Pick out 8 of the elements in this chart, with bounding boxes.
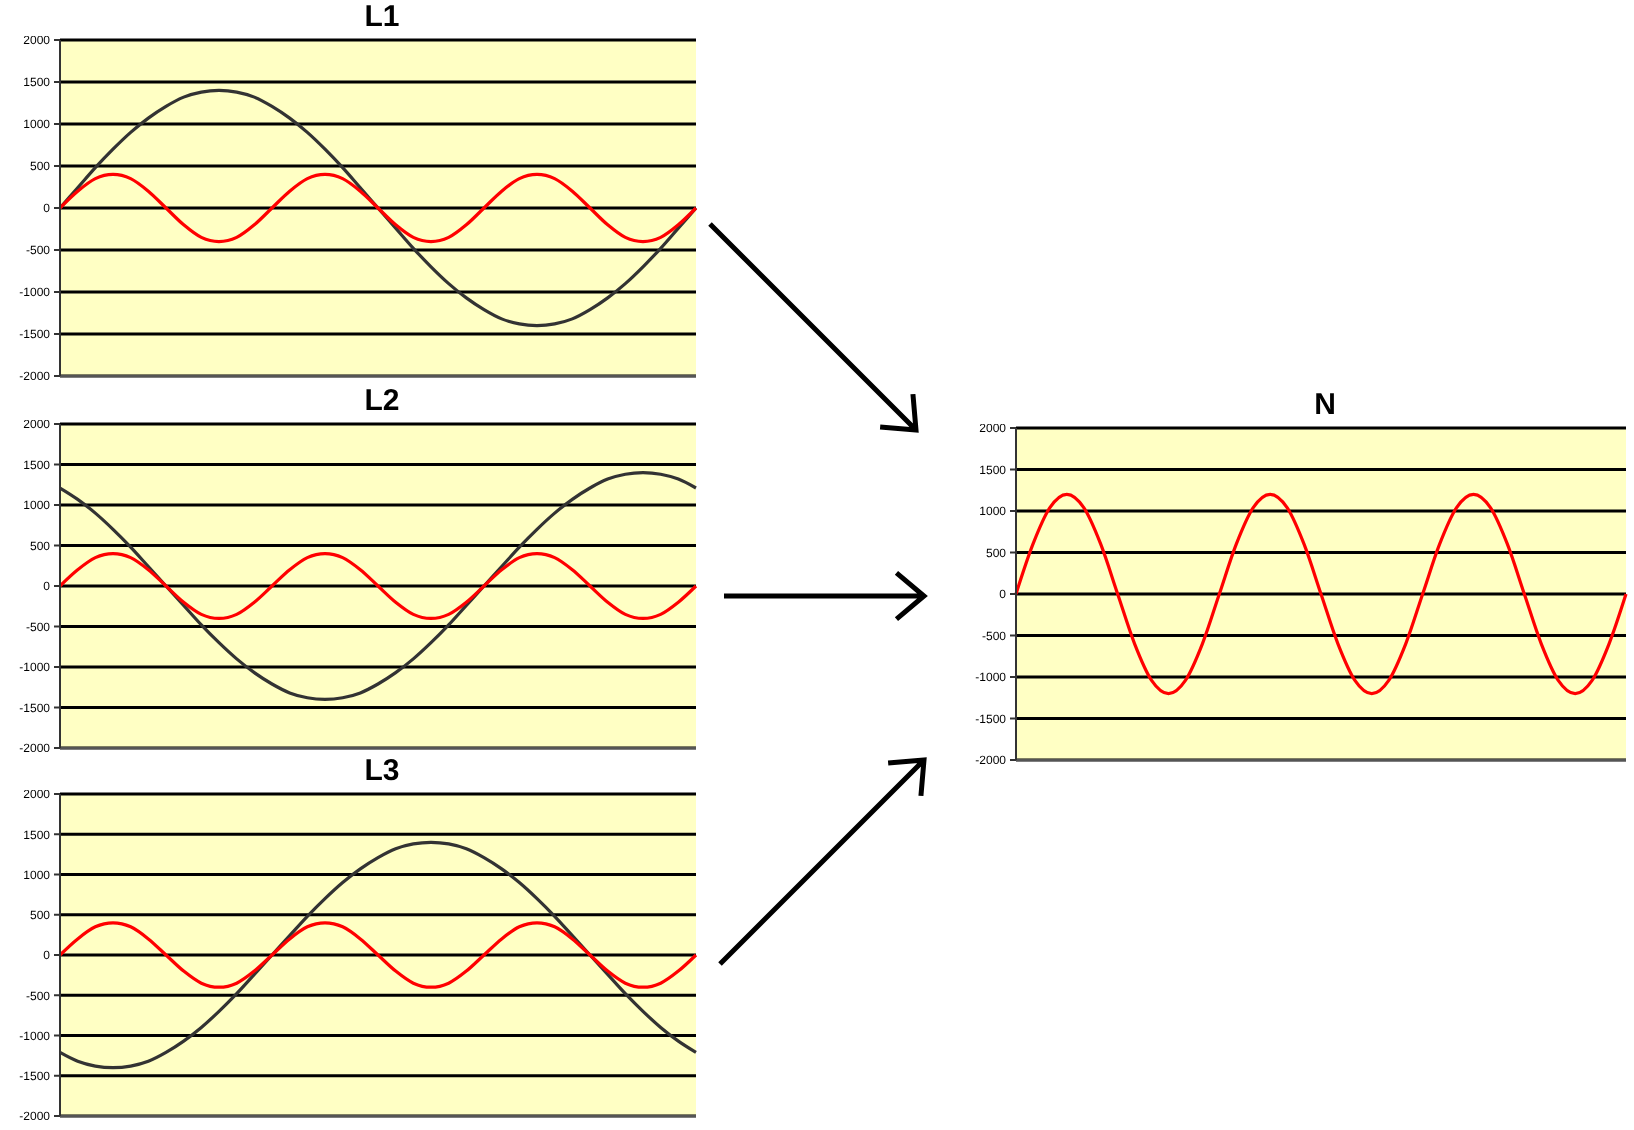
chart-title: L1: [362, 0, 402, 36]
line-series: [58, 552, 698, 620]
chart-title: N: [1312, 388, 1338, 424]
line-series: [58, 921, 698, 989]
chart-title: L2: [362, 384, 402, 420]
chart-title: L3: [362, 754, 402, 790]
line-series: [58, 172, 698, 244]
line-series: [1014, 492, 1628, 696]
